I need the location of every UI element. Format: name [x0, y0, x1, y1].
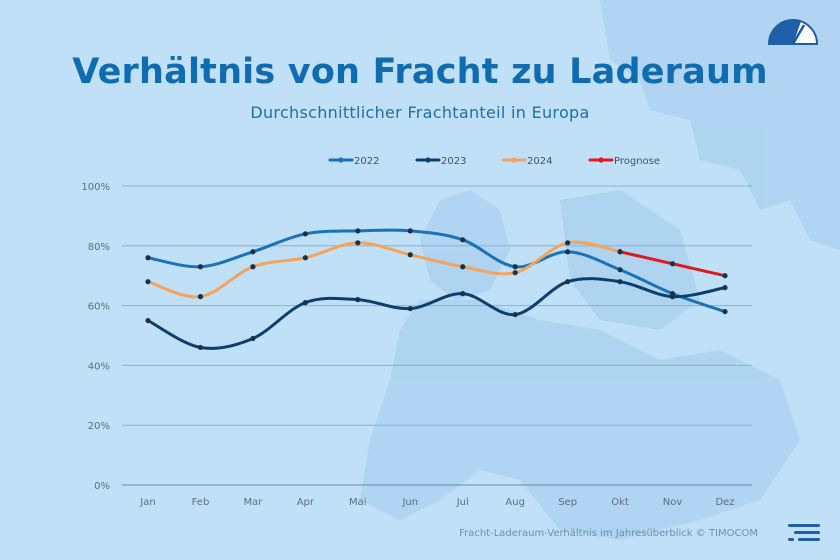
x-tick-label: Feb [192, 497, 210, 508]
data-point-2022 [250, 249, 256, 255]
series-line-2022 [146, 228, 727, 314]
series-line-2023 [146, 277, 727, 350]
data-point-2023 [197, 344, 204, 351]
data-point-2022 [407, 228, 413, 234]
x-tick-label: Jun [401, 497, 418, 508]
legend-marker-prognose [598, 157, 604, 163]
x-tick-label: Mai [349, 497, 367, 508]
data-point-2022 [512, 264, 518, 270]
data-point-2024 [250, 264, 256, 270]
data-point-2022 [460, 237, 466, 243]
x-tick-label: Dez [715, 497, 734, 508]
gauge-icon [767, 19, 819, 45]
x-tick-label: Nov [663, 497, 683, 508]
data-point-2022 [355, 228, 361, 234]
y-tick-label: 40% [88, 361, 110, 372]
y-tick-label: 60% [88, 302, 110, 313]
timocom-logo-icon [788, 524, 820, 541]
data-point-2022 [145, 255, 151, 261]
y-tick-label: 0% [94, 481, 110, 492]
data-point-2024 [145, 279, 151, 285]
y-tick-label: 80% [88, 242, 110, 253]
series-line-2024 [146, 240, 622, 299]
data-point-2023 [512, 311, 518, 318]
data-point-2023 [460, 291, 466, 297]
data-point-prognose [722, 273, 728, 279]
x-tick-label: Jul [456, 497, 469, 508]
data-point-2022 [302, 231, 308, 237]
data-point-2024 [565, 240, 571, 246]
x-tick-label: Mar [243, 497, 263, 508]
data-point-2023 [302, 300, 308, 306]
y-tick-label: 20% [88, 421, 110, 432]
legend-label-2023: 2023 [441, 156, 466, 167]
data-point-2024 [355, 240, 361, 246]
x-tick-label: Apr [297, 497, 315, 508]
chart-caption: Fracht-Laderaum-Verhältnis im Jahresüber… [459, 528, 758, 539]
data-point-prognose [617, 249, 623, 255]
x-tick-label: Aug [505, 497, 525, 508]
legend-label-2024: 2024 [527, 156, 552, 167]
data-point-2023 [145, 317, 151, 324]
x-tick-label: Okt [611, 497, 629, 508]
data-point-2023 [669, 294, 676, 300]
data-point-2022 [617, 267, 623, 273]
data-point-2024 [302, 255, 308, 261]
legend-label-prognose: Prognose [614, 156, 660, 167]
data-point-2024 [197, 294, 204, 300]
data-point-2023 [722, 285, 728, 291]
data-point-2024 [460, 264, 466, 270]
data-point-2022 [197, 264, 204, 270]
y-tick-label: 100% [81, 182, 110, 193]
legend-marker-2022 [338, 157, 344, 163]
chart-title: Verhältnis von Fracht zu Laderaum [72, 52, 768, 92]
data-point-prognose [669, 261, 676, 267]
data-point-2024 [407, 252, 413, 258]
legend-marker-2023 [425, 157, 431, 163]
data-point-2022 [565, 249, 571, 255]
x-tick-label: Sep [558, 497, 577, 508]
legend-label-2022: 2022 [354, 156, 379, 167]
legend-marker-2024 [511, 157, 517, 163]
data-point-2023 [565, 279, 571, 285]
data-point-2024 [512, 270, 518, 276]
data-point-2023 [617, 279, 623, 285]
chart-subtitle: Durchschnittlicher Frachtanteil in Europ… [250, 103, 590, 122]
data-point-2023 [250, 335, 256, 342]
x-tick-label: Jan [139, 497, 155, 508]
data-point-2023 [407, 305, 413, 312]
data-point-2023 [355, 297, 361, 303]
data-point-2022 [722, 308, 728, 315]
